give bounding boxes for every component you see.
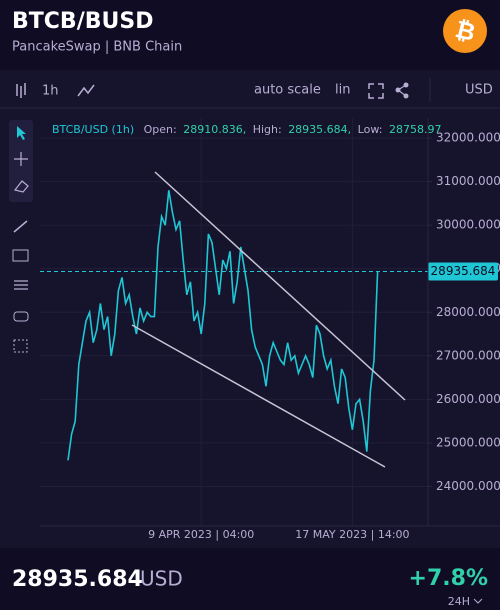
trendline-tool[interactable] xyxy=(13,220,28,233)
legend: BTCB/USD (1h) Open: 28910.836, High: 289… xyxy=(52,123,441,136)
cursor-tool[interactable] xyxy=(17,126,26,140)
token-icon xyxy=(443,9,487,53)
y-tick-label: 26000.000 xyxy=(436,392,500,406)
y-tick-label: 32000.000 xyxy=(436,131,500,145)
candle-icon[interactable] xyxy=(16,83,26,98)
price-tool[interactable] xyxy=(13,311,29,322)
last-price-tag xyxy=(428,262,498,281)
y-tick-label: 25000.000 xyxy=(436,435,500,449)
scale-mode[interactable]: lin xyxy=(335,83,350,98)
trendline-lower xyxy=(131,324,386,468)
pair-subtitle: PancakeSwap | BNB Chain xyxy=(12,40,182,55)
period-caret[interactable] xyxy=(473,598,483,604)
pair-title: BTCB/BUSD xyxy=(12,9,153,34)
indicator-icon[interactable] xyxy=(77,84,95,97)
fullscreen-icon[interactable] xyxy=(368,83,384,99)
high-value: 28935.684, xyxy=(288,123,351,136)
fib-tool[interactable] xyxy=(14,280,28,290)
low-label: Low: xyxy=(358,123,383,136)
legend-symbol: BTCB/USD (1h) xyxy=(52,123,134,136)
footer-price: 28935.684 xyxy=(12,567,143,592)
drawing-tools xyxy=(9,120,33,353)
x-tick-label: 17 MAY 2023 | 14:00 xyxy=(295,528,409,541)
eraser-tool[interactable] xyxy=(13,180,29,193)
trendline-upper xyxy=(154,171,406,401)
measure-tool[interactable] xyxy=(13,339,28,353)
crosshair-tool[interactable] xyxy=(14,152,28,166)
footer-change: +7.8% xyxy=(409,566,488,591)
high-label: High: xyxy=(253,123,282,136)
footer-period[interactable]: 24H xyxy=(448,595,470,608)
y-tick-label: 28000.000 xyxy=(436,305,500,319)
y-tick-label: 24000.000 xyxy=(436,479,500,493)
currency[interactable]: USD xyxy=(465,83,493,98)
share-icon[interactable] xyxy=(395,82,409,99)
x-tick-label: 9 APR 2023 | 04:00 xyxy=(148,528,254,541)
y-tick-label: 27000.000 xyxy=(436,348,500,362)
footer-currency: USD xyxy=(140,567,183,591)
last-price-label: 28935.684 xyxy=(431,264,496,278)
open-label: Open: xyxy=(144,123,177,136)
y-tick-label: 30000.000 xyxy=(436,218,500,232)
low-value: 28758.97 xyxy=(389,123,442,136)
plot: 24000.000 25000.000 26000.000 27000.000 2800… xyxy=(40,118,500,541)
open-value: 28910.836, xyxy=(183,123,246,136)
pattern-tool[interactable] xyxy=(12,249,29,262)
price-line xyxy=(67,190,379,461)
auto-scale[interactable]: auto scale xyxy=(254,83,321,98)
y-tick-label: 31000.000 xyxy=(436,174,500,188)
interval[interactable]: 1h xyxy=(42,84,59,99)
